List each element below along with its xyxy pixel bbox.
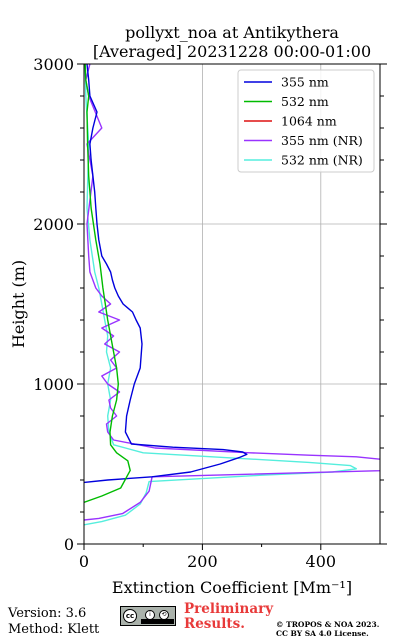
cc-icon: cc <box>123 609 137 623</box>
preliminary-line-1: Preliminary <box>184 601 274 617</box>
chart-title-line-2: [Averaged] 20231228 00:00-01:00 <box>93 42 371 61</box>
version-text: Version: 3.6 <box>8 606 87 621</box>
extinction-profile-chart: pollyxt_noa at Antikythera [Averaged] 20… <box>9 23 387 597</box>
series-line-0 <box>84 64 248 484</box>
legend-label: 532 nm <box>281 94 329 109</box>
series-line-3 <box>84 64 380 521</box>
copyright-line-1: © TROPOS & NOA 2023. <box>276 620 380 629</box>
series-line-4 <box>84 64 357 526</box>
series-line-1 <box>84 64 131 504</box>
x-tick-label: 200 <box>187 552 218 571</box>
legend: 355 nm 532 nm 1064 nm 355 nm (NR) 532 nm (NR… <box>237 69 375 173</box>
legend-label: 355 nm (NR) <box>281 133 363 148</box>
legend-box <box>237 69 375 173</box>
copyright-notice: © TROPOS & NOA 2023. CC BY SA 4.0 Licens… <box>276 620 379 638</box>
y-tick-label: 3000 <box>33 55 74 74</box>
chart-title-line-1: pollyxt_noa at Antikythera <box>125 23 339 42</box>
preliminary-line-2: Results. <box>184 616 245 632</box>
legend-label: 1064 nm <box>281 114 337 129</box>
plot-frame <box>83 63 381 545</box>
series-lines <box>84 64 380 526</box>
x-tick-label: 0 <box>79 552 89 571</box>
y-tick-label: 2000 <box>33 215 74 234</box>
method-text: Method: Klett <box>8 622 100 637</box>
preliminary-results-notice: Preliminary Results. <box>184 602 273 632</box>
y-tick-label: 1000 <box>33 375 74 394</box>
y-tick-label: 0 <box>64 535 74 554</box>
axis-ticks: 0 200 400 0 1000 2000 3000 <box>33 55 387 571</box>
copyright-line-2: CC BY SA 4.0 License. <box>276 629 369 638</box>
y-axis-label: Height (m) <box>9 260 28 348</box>
legend-label: 532 nm (NR) <box>281 153 363 168</box>
x-tick-label: 400 <box>306 552 337 571</box>
x-axis-label: Extinction Coefficient [Mm⁻¹] <box>112 578 352 597</box>
legend-label: 355 nm <box>281 75 329 90</box>
minor-ticks <box>80 95 384 547</box>
cc-license-badge: cc i ⟲ <box>120 606 176 626</box>
